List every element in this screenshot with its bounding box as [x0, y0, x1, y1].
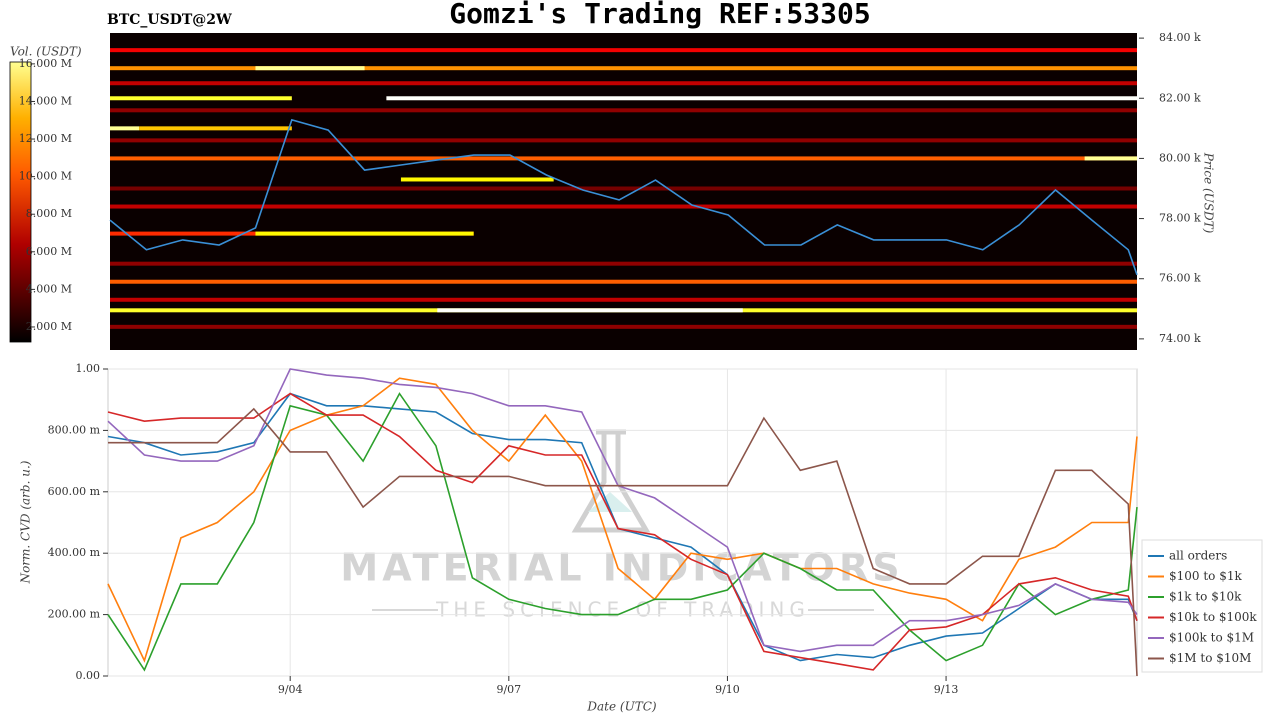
watermark-liquid: [588, 492, 632, 512]
liquidity-band: [110, 96, 292, 101]
colorbar-tick-label: 2.000 M: [26, 320, 72, 333]
liquidity-band: [1084, 156, 1137, 161]
x-tick-label: 9/10: [715, 683, 740, 696]
colorbar-tick-label: 6.000 M: [26, 245, 72, 258]
colorbar-tick-label: 8.000 M: [26, 207, 72, 220]
market-label: BTC_USDT@2W: [107, 12, 232, 28]
cvd-line: [107, 392, 1138, 672]
heatmap: [110, 48, 1138, 329]
y-tick-label: 0.00: [76, 669, 101, 682]
y-tick-label: 84.00 k: [1159, 31, 1201, 44]
liquidity-band: [386, 96, 1138, 101]
liquidity-band: [110, 66, 1137, 71]
colorbar-tick-label: 16.000 M: [19, 57, 72, 70]
heatmap-background: [110, 33, 1137, 350]
price-line: [109, 118, 1138, 276]
liquidity-band: [110, 48, 1137, 53]
liquidity-band: [400, 177, 554, 182]
legend: [1141, 539, 1263, 673]
legend-label: $1M to $10M: [1169, 651, 1251, 665]
y-tick-label: 600.00 m: [48, 485, 101, 498]
liquidity-band: [255, 66, 365, 71]
liquidity-band: [110, 108, 1137, 113]
legend-label: $10k to $100k: [1169, 610, 1257, 624]
liquidity-band: [110, 297, 1137, 302]
liquidity-band: [110, 324, 1137, 329]
x-tick-label: 9/04: [278, 683, 303, 696]
liquidity-band: [110, 81, 1137, 86]
cvd-line: [107, 368, 1138, 653]
y-tick-label: 400.00 m: [48, 546, 101, 559]
liquidity-band: [110, 126, 140, 131]
legend-label: $100k to $1M: [1169, 631, 1254, 645]
liquidity-band: [110, 156, 1137, 161]
liquidity-band: [139, 126, 292, 131]
liquidity-band: [110, 204, 1137, 209]
page-title: Gomzi's Trading REF:53305: [449, 0, 870, 30]
watermark-flask: [571, 429, 651, 533]
liquidity-band: [110, 186, 1137, 191]
colorbar-tick-label: 12.000 M: [19, 132, 72, 145]
liquidity-band: [110, 279, 1137, 284]
y-tick-label: 78.00 k: [1159, 212, 1201, 225]
watermark-title: MATERIAL INDICATORS: [340, 546, 903, 590]
liquidity-band: [437, 308, 743, 313]
cvd-line: [108, 407, 1138, 677]
colorbar-tick-label: 10.000 M: [19, 170, 72, 183]
x-tick-label: 9/07: [496, 683, 521, 696]
legend-label: all orders: [1169, 549, 1227, 563]
price-axis-label: Price (USDT): [1202, 152, 1216, 234]
cvd-line: [107, 392, 1138, 662]
y-tick-label: 200.00 m: [48, 608, 101, 621]
x-axis-label: Date (UTC): [586, 700, 656, 714]
liquidity-band: [110, 261, 1137, 266]
colorbar-tick-label: 14.000 M: [19, 94, 72, 107]
y-tick-label: 76.00 k: [1159, 272, 1201, 285]
colorbar-label: Vol. (USDT): [10, 45, 82, 59]
y-tick-label: 82.00 k: [1159, 91, 1201, 104]
y-tick-label: 1.00: [76, 362, 101, 375]
y-axis-label: Norm. CVD (arb. u.): [19, 460, 33, 584]
colorbar: [9, 61, 32, 343]
liquidity-band: [255, 231, 474, 236]
y-tick-label: 80.00 k: [1159, 151, 1201, 164]
legend-label: $100 to $1k: [1169, 569, 1242, 583]
y-tick-label: 74.00 k: [1159, 332, 1201, 345]
x-tick-label: 9/13: [934, 683, 959, 696]
cvd-line: [107, 392, 1138, 671]
liquidity-band: [110, 138, 1137, 143]
colorbar-tick-label: 4.000 M: [26, 282, 72, 295]
y-tick-label: 800.00 m: [48, 423, 101, 436]
cvd-plot-area: [107, 368, 1138, 677]
legend-label: $1k to $10k: [1169, 590, 1242, 604]
